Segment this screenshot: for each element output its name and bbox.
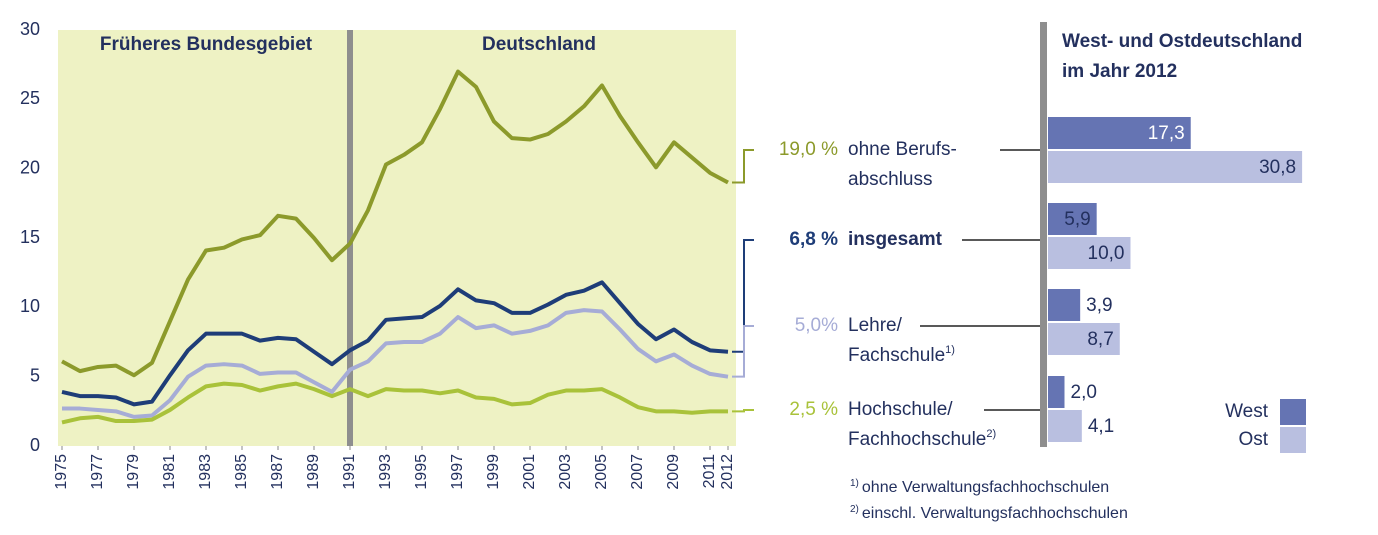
series-name-line: ohne Berufs- xyxy=(848,139,957,160)
series-line xyxy=(61,280,729,407)
x-tick-label: 2007 xyxy=(629,454,646,490)
legend-label: West xyxy=(1225,401,1269,422)
series-line xyxy=(61,381,728,425)
plot-background xyxy=(58,30,736,446)
y-tick-label: 25 xyxy=(20,88,40,108)
bar-title: West- und Ostdeutschland xyxy=(1062,31,1302,52)
bar xyxy=(1048,203,1097,235)
bar-value-label: 8,7 xyxy=(1087,329,1113,350)
bar-value-label: 2,0 xyxy=(1071,382,1097,403)
region-label: Früheres Bundesgebiet xyxy=(100,34,313,55)
legend-label: Ost xyxy=(1238,429,1268,450)
x-tick-label: 1979 xyxy=(125,454,142,490)
x-tick-label: 1989 xyxy=(305,454,322,490)
connector xyxy=(732,325,754,378)
series-name-line: Lehre/ xyxy=(848,315,903,336)
connector xyxy=(732,409,754,413)
bar xyxy=(1048,237,1131,269)
legend-swatch xyxy=(1280,399,1306,425)
series-line xyxy=(62,308,729,419)
series-name: Lehre/Fachschule1) xyxy=(848,315,955,366)
y-tick-label: 15 xyxy=(20,227,40,247)
footnote-mark: 1) xyxy=(850,478,859,489)
x-tick-label: 1977 xyxy=(89,454,106,490)
x-tick-label: 1981 xyxy=(161,454,178,490)
series-name-line: Hochschule/ xyxy=(848,399,953,420)
bar xyxy=(1048,151,1303,183)
bar xyxy=(1048,289,1081,321)
bar xyxy=(1048,410,1082,442)
series-name-line: abschluss xyxy=(848,169,933,190)
footnote-mark: 1) xyxy=(945,344,955,356)
x-tick-label: 1999 xyxy=(485,454,502,490)
x-tick-label: 2005 xyxy=(593,454,610,490)
y-tick-label: 20 xyxy=(20,157,40,177)
x-tick-label: 1993 xyxy=(377,454,394,490)
series-name-line: Fachschule xyxy=(848,345,945,366)
series-name-line: Fachhochschule xyxy=(848,429,986,450)
x-tick-label: 2012 xyxy=(719,454,736,490)
series-name: ohne Berufs-abschluss xyxy=(848,139,957,190)
series-name-line: insgesamt xyxy=(848,229,943,250)
connector xyxy=(732,239,754,353)
bar xyxy=(1048,323,1120,355)
bar-value-label: 17,3 xyxy=(1148,123,1185,144)
x-tick-label: 1995 xyxy=(413,454,430,490)
x-tick-label: 1991 xyxy=(341,454,358,490)
x-tick-label: 2003 xyxy=(557,454,574,490)
connector xyxy=(732,149,754,184)
y-tick-label: 10 xyxy=(20,296,40,316)
region-label: Deutschland xyxy=(482,34,596,55)
bar-value-label: 4,1 xyxy=(1088,416,1114,437)
series-name: Hochschule/Fachhochschule2) xyxy=(848,399,996,450)
end-label: 5,0% xyxy=(795,315,838,336)
bar-title: im Jahr 2012 xyxy=(1062,61,1177,82)
series-name: insgesamt xyxy=(848,229,943,250)
x-tick-label: 1997 xyxy=(449,454,466,490)
footnote-mark: 2) xyxy=(986,428,996,440)
end-label: 6,8 % xyxy=(789,229,838,250)
footnote-mark: 2) xyxy=(850,504,859,515)
x-tick-label: 1983 xyxy=(197,454,214,490)
bar xyxy=(1048,117,1191,149)
bar-axis xyxy=(1040,22,1047,447)
bar-value-label: 10,0 xyxy=(1088,243,1125,264)
x-tick-label: 1985 xyxy=(233,454,250,490)
footnote-text: einschl. Verwaltungsfachhochschulen xyxy=(862,505,1128,522)
series-line xyxy=(61,69,729,378)
bar xyxy=(1048,376,1065,408)
legend-swatch xyxy=(1280,427,1306,453)
y-tick-label: 30 xyxy=(20,19,40,39)
footnote-text: ohne Verwaltungsfachhochschulen xyxy=(862,479,1109,496)
x-tick-label: 2009 xyxy=(665,454,682,490)
x-tick-label: 2011 xyxy=(701,454,718,489)
x-tick-label: 1987 xyxy=(269,454,286,490)
bar-value-label: 30,8 xyxy=(1259,157,1296,178)
x-tick-label: 2001 xyxy=(521,454,538,490)
end-label: 19,0 % xyxy=(779,139,838,160)
footnote: 1) ohne Verwaltungsfachhochschulen xyxy=(850,478,1109,497)
x-tick-label: 1975 xyxy=(53,454,70,490)
bar-value-label: 5,9 xyxy=(1064,209,1090,230)
y-tick-label: 0 xyxy=(30,435,40,455)
footnote: 2) einschl. Verwaltungsfachhochschulen xyxy=(850,504,1128,523)
y-tick-label: 5 xyxy=(30,365,40,385)
bar-value-label: 3,9 xyxy=(1086,295,1112,316)
end-label: 2,5 % xyxy=(789,399,838,420)
